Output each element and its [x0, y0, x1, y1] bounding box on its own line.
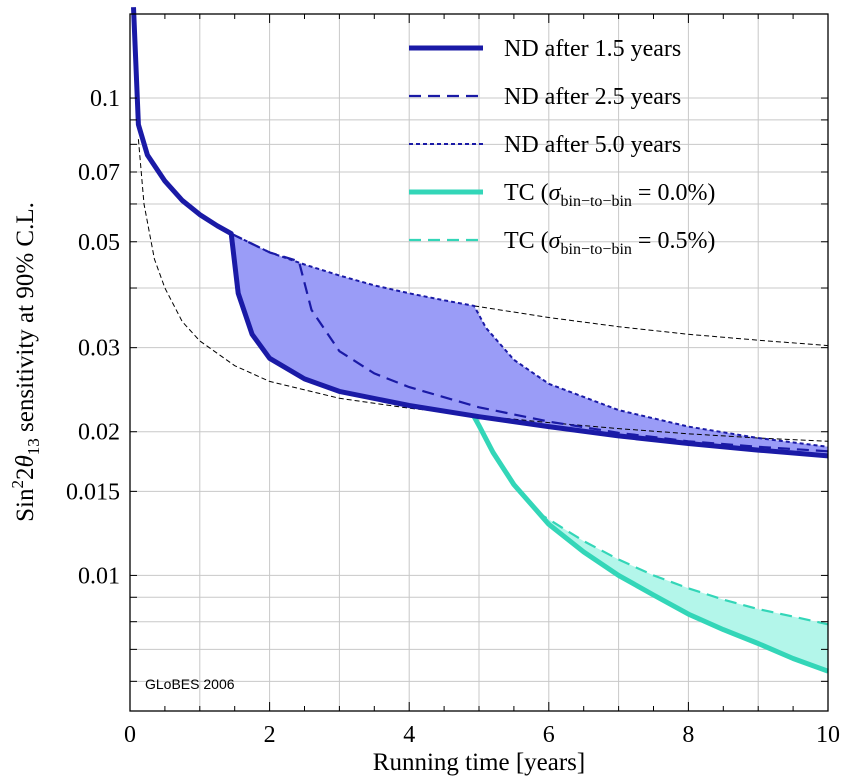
x-tick-label: 6	[543, 722, 555, 748]
y-tick-label: 0.05	[78, 230, 120, 256]
y-tick-label: 0.1	[90, 86, 120, 112]
curves	[131, 7, 829, 674]
tick-marks	[129, 14, 829, 711]
globes-watermark: GLoBES 2006	[145, 676, 235, 692]
y-tick-label: 0.01	[78, 563, 120, 589]
x-tick-label: 4	[403, 722, 415, 748]
shaded-regions	[231, 233, 828, 672]
tc-shaded-region	[474, 416, 828, 672]
grid	[130, 14, 828, 711]
legend-label-nd-5.0: ND after 5.0 years	[504, 132, 681, 158]
reference-curve-upper	[474, 305, 829, 347]
nd-shaded-region	[231, 233, 828, 456]
nd-1.5-curve	[131, 7, 829, 459]
y-tick-label: 0.015	[66, 479, 120, 505]
reference-curve-lower	[137, 139, 829, 442]
y-axis-label: Sin22θ13 sensitivity at 90% C.L.	[8, 202, 43, 522]
y-tick-label: 0.02	[78, 420, 120, 446]
legend-label-tc-0.5: TC (σbin−to−bin = 0.5%)	[504, 228, 715, 258]
x-tick-label: 2	[264, 722, 276, 748]
y-tick-label: 0.03	[78, 336, 120, 362]
x-tick-label: 0	[124, 722, 136, 748]
y-tick-label: 0.07	[78, 160, 120, 186]
x-axis-label: Running time [years]	[373, 749, 585, 776]
x-tick-label: 8	[682, 722, 694, 748]
x-tick-label: 10	[816, 722, 840, 748]
nd-5.0-curve	[230, 232, 829, 448]
legend-label-tc-0.0: TC (σbin−to−bin = 0.0%)	[504, 180, 715, 210]
legend-label-nd-2.5: ND after 2.5 years	[504, 84, 681, 110]
y-tick-labels: 0.01 0.015 0.02 0.03 0.05 0.07 0.1	[66, 86, 120, 589]
legend-label-nd-1.5: ND after 1.5 years	[504, 36, 681, 62]
legend: ND after 1.5 years ND after 2.5 years ND…	[409, 36, 715, 258]
x-tick-labels: 0 2 4 6 8 10	[124, 722, 840, 748]
tc-0.0-curve	[471, 415, 829, 674]
